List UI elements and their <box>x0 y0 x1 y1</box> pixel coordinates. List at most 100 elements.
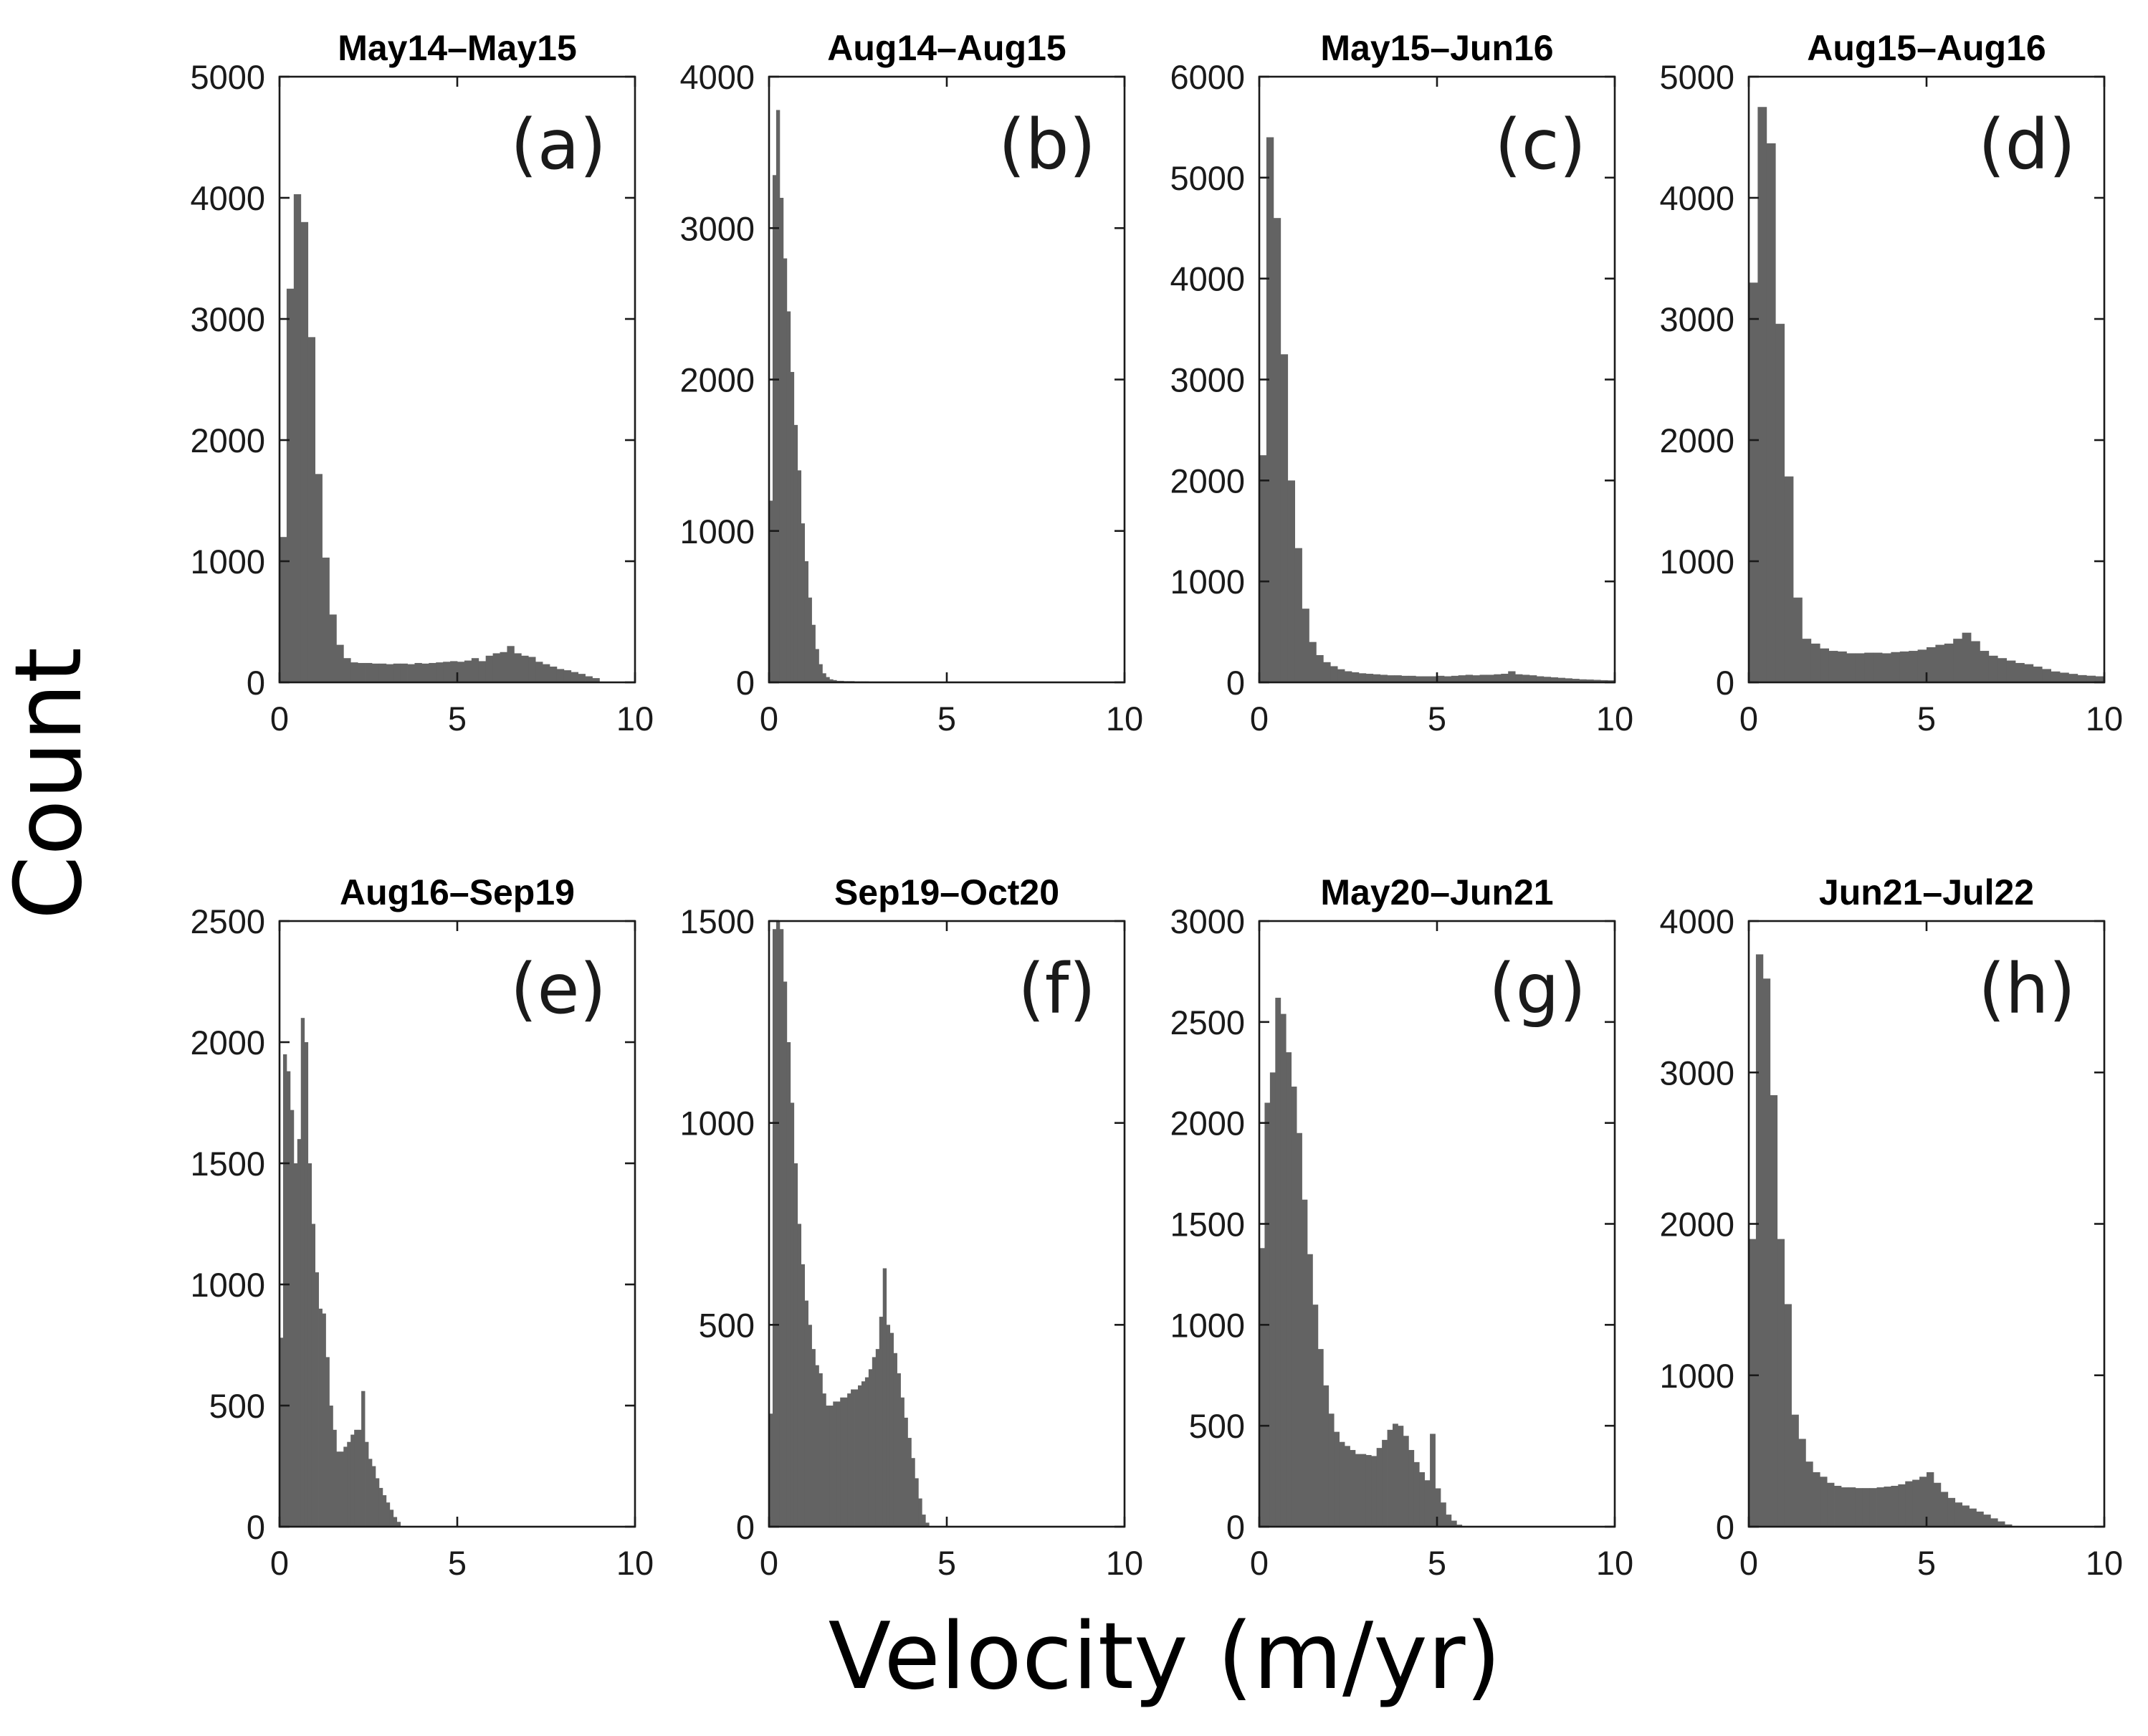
histogram-bar <box>1962 1505 1970 1527</box>
panel-title: Aug14–Aug15 <box>827 28 1066 68</box>
panel-title: Aug16–Sep19 <box>340 872 575 912</box>
y-tick-label: 2500 <box>190 902 265 940</box>
histogram-bar <box>1323 662 1331 682</box>
histogram-bar <box>1430 676 1438 682</box>
y-tick-label: 500 <box>209 1387 265 1425</box>
histogram-bar <box>1838 651 1847 682</box>
histogram-bars <box>1749 954 2020 1527</box>
y-tick-label: 1000 <box>1170 563 1245 601</box>
histogram-bar <box>329 1406 333 1527</box>
histogram-bar <box>2068 674 2078 682</box>
histogram-bar <box>1334 1431 1340 1527</box>
histogram-bar <box>1413 1461 1420 1527</box>
histogram-bar <box>543 664 550 682</box>
histogram-bar <box>1927 647 1936 682</box>
histogram-bar <box>393 1517 398 1527</box>
panel-g: 0 500 1000 1500 2000 2500 3000 0 5 10 May20–Jun21 (… <box>1170 872 1633 1582</box>
histogram-bar <box>1317 1349 1324 1527</box>
histogram-bar <box>1798 1439 1806 1527</box>
histogram-bar <box>1971 641 1980 682</box>
histogram-bar <box>1423 676 1431 682</box>
histogram-bar <box>1543 677 1552 682</box>
panel-tag: (h) <box>1978 949 2076 1029</box>
histogram-bar <box>922 1515 926 1527</box>
histogram-bar <box>1373 674 1381 682</box>
histogram-bar <box>1600 679 1608 682</box>
panel-tag: (e) <box>510 949 606 1029</box>
histogram-bar <box>365 1441 369 1527</box>
histogram-bar <box>421 663 429 682</box>
histogram-bar <box>1572 679 1580 682</box>
y-tick-label: 4000 <box>190 179 265 217</box>
histogram-bar <box>1403 1436 1409 1527</box>
y-tick-label: 2000 <box>1170 1105 1245 1143</box>
y-tick-label: 4000 <box>1659 902 1734 940</box>
histogram-bar <box>1536 676 1545 682</box>
histogram-bar <box>1297 1132 1302 1527</box>
histogram-bar <box>1371 1456 1378 1527</box>
histogram-bar <box>578 674 586 682</box>
histogram-bar <box>915 1478 919 1527</box>
panel-f: 0 500 1000 1500 0 5 10 Sep19–Oct20 (f) <box>679 872 1143 1582</box>
histogram-bar <box>386 1502 391 1527</box>
histogram-bar <box>378 663 387 682</box>
histogram-bar <box>1862 1488 1871 1527</box>
histogram-bar <box>293 1163 298 1527</box>
panel-title: May15–Jun16 <box>1320 28 1553 68</box>
histogram-bar <box>592 678 600 682</box>
y-tick-label: 3000 <box>1659 1054 1734 1092</box>
histogram-bars <box>280 1018 401 1527</box>
histogram-bar <box>1408 1449 1415 1527</box>
histogram-bar <box>1393 1423 1398 1527</box>
panel-e: 0 500 1000 1500 2000 2500 0 5 10 Aug16–Sep19 (e) <box>190 872 654 1582</box>
histogram-bar <box>1330 666 1338 682</box>
histogram-bar <box>2015 662 2025 682</box>
histogram-bar <box>1350 1449 1356 1527</box>
y-tick-label: 5000 <box>1170 159 1245 197</box>
histogram-bar <box>315 474 323 682</box>
histogram-bar <box>1827 1482 1835 1527</box>
histogram-bar <box>1557 677 1565 682</box>
histogram-bar <box>1983 1515 1991 1527</box>
histogram-bar <box>1294 548 1302 682</box>
y-tick-label: 2500 <box>1170 1003 1245 1041</box>
x-axis-label: Velocity (m/yr) <box>829 1603 1502 1710</box>
y-tick-label: 1500 <box>190 1145 265 1183</box>
histogram-bar <box>396 1522 401 1527</box>
histogram-bar <box>769 1413 773 1527</box>
histogram-bar <box>378 1487 383 1527</box>
histogram-bar <box>1529 675 1537 682</box>
histogram-bar <box>365 662 373 682</box>
histogram-bar <box>386 664 394 682</box>
histogram-bar <box>1898 1484 1906 1527</box>
histogram-bar <box>1437 675 1445 682</box>
panel-tag: (b) <box>998 105 1096 185</box>
histogram-bar <box>1264 1102 1271 1527</box>
histogram-bar <box>790 1102 795 1527</box>
histogram-bar <box>1316 654 1324 682</box>
histogram-bar <box>304 1042 309 1527</box>
histogram-bar <box>1456 1525 1463 1527</box>
histogram-bar <box>833 1401 837 1527</box>
histogram-bar <box>872 1357 877 1527</box>
histogram-bar <box>414 662 422 682</box>
histogram-bars <box>1749 107 2105 682</box>
histogram-bar <box>1586 679 1594 682</box>
histogram-bar <box>1864 652 1873 682</box>
histogram-bar <box>2005 1524 2013 1527</box>
histogram-bar <box>297 1139 302 1527</box>
panel-tag: (f) <box>1018 949 1096 1029</box>
histogram-bar <box>2095 676 2105 682</box>
histogram-bar <box>1501 674 1509 682</box>
histogram-bar <box>833 679 837 682</box>
histogram-bar <box>1312 1305 1319 1527</box>
y-tick-label: 0 <box>247 664 265 702</box>
histogram-bar <box>1286 1052 1292 1527</box>
histogram-bar <box>2086 675 2096 682</box>
y-tick-label: 1500 <box>1170 1206 1245 1244</box>
y-tick-label: 3000 <box>190 300 265 338</box>
y-tick-label: 1000 <box>190 543 265 581</box>
histogram-bar <box>893 1353 897 1527</box>
histogram-bar <box>1891 652 1901 682</box>
